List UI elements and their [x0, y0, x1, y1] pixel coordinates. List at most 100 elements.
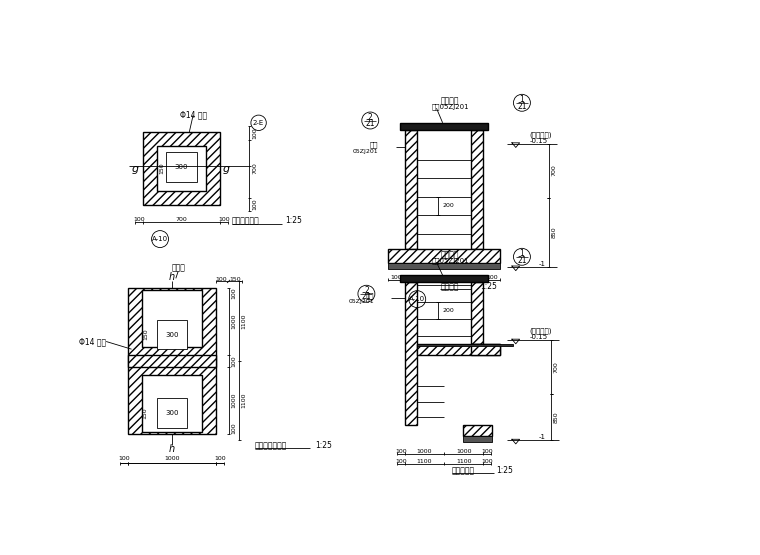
- Text: g: g: [131, 164, 139, 174]
- Text: 格梯口平面大样: 格梯口平面大样: [255, 441, 287, 450]
- Bar: [463, 436, 492, 442]
- Text: h: h: [169, 272, 175, 282]
- Text: 2: 2: [368, 113, 372, 122]
- Text: A-10: A-10: [409, 296, 426, 302]
- Text: Φ14 扶手: Φ14 扶手: [179, 110, 207, 120]
- Text: 100: 100: [218, 218, 230, 223]
- Text: 1100: 1100: [416, 459, 432, 464]
- Bar: [471, 282, 483, 344]
- Text: 1100: 1100: [456, 459, 471, 464]
- Text: h: h: [169, 445, 175, 455]
- Text: 200: 200: [442, 308, 454, 313]
- Text: 700: 700: [176, 218, 188, 223]
- Text: 700: 700: [551, 165, 556, 176]
- Text: Φ14 扶手: Φ14 扶手: [79, 337, 106, 346]
- Bar: [157, 146, 206, 191]
- Text: (室外地坪): (室外地坪): [530, 327, 552, 334]
- Text: 1:25: 1:25: [480, 282, 497, 291]
- Text: 150: 150: [230, 276, 241, 281]
- Text: g: g: [223, 164, 230, 174]
- Bar: [417, 344, 500, 355]
- Text: 300: 300: [175, 164, 188, 170]
- Text: 1100: 1100: [242, 392, 247, 408]
- Text: (室外地坪): (室外地坪): [530, 131, 552, 138]
- Text: 1:25: 1:25: [286, 216, 302, 225]
- Bar: [388, 263, 500, 269]
- Text: 参见05ZJ201: 参见05ZJ201: [432, 258, 469, 264]
- Text: 100: 100: [391, 275, 402, 280]
- Text: 700: 700: [553, 361, 559, 373]
- Text: 100: 100: [482, 449, 493, 454]
- Text: 1000: 1000: [231, 392, 236, 408]
- Bar: [128, 355, 217, 367]
- Text: 300: 300: [165, 410, 179, 416]
- Text: -1: -1: [539, 261, 546, 267]
- Text: 100: 100: [395, 459, 407, 464]
- Text: -1: -1: [539, 434, 546, 440]
- Text: 2: 2: [364, 286, 369, 295]
- Bar: [143, 132, 220, 205]
- Text: 05ZJ201: 05ZJ201: [349, 299, 374, 304]
- Text: 05ZJ201: 05ZJ201: [353, 149, 378, 154]
- Text: 1000: 1000: [456, 449, 471, 454]
- Text: 渗水: 渗水: [369, 142, 378, 148]
- Text: 700: 700: [439, 275, 450, 280]
- Text: 爬梯平面大样: 爬梯平面大样: [232, 216, 259, 225]
- Text: 1100: 1100: [242, 314, 247, 329]
- Text: -0.15: -0.15: [530, 334, 548, 340]
- Bar: [463, 425, 492, 436]
- Bar: [471, 344, 500, 355]
- Text: A-10: A-10: [152, 236, 168, 242]
- Text: 850: 850: [551, 226, 556, 238]
- Text: 参见05ZJ201: 参见05ZJ201: [432, 103, 469, 110]
- Text: 21: 21: [362, 292, 371, 301]
- Text: 格梯口大样: 格梯口大样: [452, 466, 475, 475]
- Bar: [384, 251, 405, 261]
- Bar: [401, 123, 488, 130]
- Text: -0.15: -0.15: [530, 138, 548, 144]
- Text: 100: 100: [216, 276, 227, 281]
- Bar: [128, 287, 217, 434]
- Text: 21: 21: [366, 119, 375, 128]
- Text: 150: 150: [159, 163, 164, 174]
- Bar: [405, 282, 417, 425]
- Bar: [405, 130, 417, 249]
- Text: 1000: 1000: [164, 456, 179, 461]
- Bar: [471, 130, 483, 249]
- Text: 100: 100: [252, 127, 258, 139]
- Text: 100: 100: [231, 287, 236, 299]
- Text: 100: 100: [231, 423, 236, 435]
- Bar: [157, 398, 188, 428]
- Text: 100: 100: [252, 199, 258, 210]
- Text: 100: 100: [214, 456, 226, 461]
- Text: 150: 150: [144, 329, 149, 340]
- Text: 200: 200: [442, 204, 454, 209]
- Text: 100: 100: [395, 449, 407, 454]
- Bar: [388, 249, 500, 263]
- Text: 150: 150: [142, 407, 147, 419]
- Bar: [141, 290, 202, 347]
- Text: 100: 100: [118, 456, 130, 461]
- Text: 1000: 1000: [416, 449, 432, 454]
- Bar: [401, 275, 488, 282]
- Bar: [417, 344, 513, 346]
- Text: 1:25: 1:25: [496, 466, 514, 475]
- Text: 爬梯大样: 爬梯大样: [440, 282, 459, 291]
- Bar: [166, 152, 197, 183]
- Text: 100: 100: [231, 355, 236, 366]
- Text: 1: 1: [520, 95, 524, 104]
- Text: 850: 850: [553, 411, 559, 423]
- Text: 2-E: 2-E: [253, 120, 264, 126]
- Text: 渗水: 渗水: [366, 292, 374, 299]
- Text: 300: 300: [165, 331, 179, 337]
- Text: 21: 21: [518, 255, 527, 265]
- Text: 100: 100: [486, 275, 498, 280]
- Text: 检修口: 检修口: [171, 264, 185, 273]
- Text: 定制盖板: 定制盖板: [441, 96, 460, 105]
- Bar: [141, 375, 202, 432]
- Text: 100: 100: [134, 218, 145, 223]
- Text: 700: 700: [252, 163, 258, 174]
- Text: 1:25: 1:25: [315, 441, 331, 450]
- Text: 100: 100: [482, 459, 493, 464]
- Text: 21: 21: [518, 102, 527, 110]
